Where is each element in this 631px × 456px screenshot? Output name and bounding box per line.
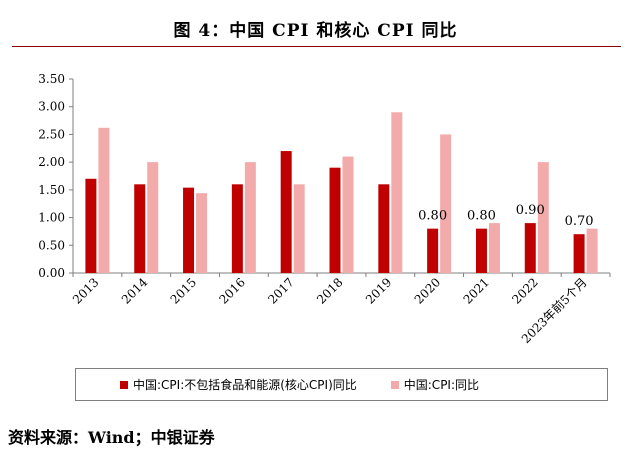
bar-cpi (488, 223, 500, 273)
title-rule (12, 46, 621, 47)
y-tick-label: 0.00 (38, 266, 65, 280)
legend-item-cpi: 中国:CPI:同比 (390, 376, 480, 393)
y-tick-label: 1.50 (38, 183, 65, 197)
bar-cpi (147, 162, 159, 273)
bar-cpi (391, 112, 403, 273)
bar-core-cpi (378, 184, 390, 273)
x-tick-label: 2014 (119, 275, 151, 307)
bar-core-cpi (329, 167, 341, 273)
y-tick-label: 2.50 (38, 127, 65, 141)
data-label: 0.80 (418, 209, 447, 224)
y-tick-label: 3.00 (38, 100, 65, 114)
bar-core-cpi (475, 228, 487, 273)
chart-title: 图 4：中国 CPI 和核心 CPI 同比 (173, 21, 458, 41)
legend-swatch-core (120, 380, 128, 389)
data-label: 0.80 (467, 209, 496, 224)
bar-core-cpi (231, 184, 243, 273)
y-tick-label: 2.00 (38, 155, 65, 169)
x-tick-label: 2015 (168, 275, 199, 306)
legend: 中国:CPI:不包括食品和能源(核心CPI)同比 中国:CPI:同比 (75, 368, 608, 401)
x-tick-label: 2021 (461, 275, 492, 306)
legend-item-core: 中国:CPI:不包括食品和能源(核心CPI)同比 (120, 376, 357, 393)
legend-label-cpi: 中国:CPI:同比 (403, 378, 480, 392)
bar-core-cpi (524, 223, 536, 273)
y-tick-label: 3.50 (38, 72, 65, 86)
y-tick-label: 0.50 (38, 238, 65, 252)
data-label: 0.70 (565, 214, 594, 229)
bar-core-cpi (280, 151, 292, 273)
legend-label-core: 中国:CPI:不包括食品和能源(核心CPI)同比 (133, 378, 357, 392)
bar-cpi (440, 134, 452, 273)
bar-core-cpi (427, 228, 439, 273)
x-tick-label: 2013 (70, 275, 101, 306)
y-tick-label: 1.00 (38, 211, 65, 225)
bar-cpi (244, 162, 256, 273)
x-tick-label: 2020 (412, 275, 443, 306)
bar-core-cpi (573, 234, 585, 273)
legend-swatch-cpi (390, 380, 399, 389)
bar-core-cpi (85, 178, 97, 273)
bar-cpi (586, 228, 598, 273)
bar-cpi (342, 156, 354, 273)
x-tick-label: 2016 (216, 275, 247, 306)
bar-cpi (196, 193, 208, 273)
bar-cpi (293, 184, 305, 273)
bar-core-cpi (134, 184, 146, 273)
x-tick-label: 2017 (265, 275, 296, 306)
data-label: 0.90 (516, 203, 545, 218)
source-note: 资料来源：Wind；中银证券 (8, 428, 215, 447)
x-tick-label: 2019 (363, 275, 394, 306)
bar-core-cpi (183, 187, 195, 273)
bar-cpi (537, 162, 549, 273)
x-tick-label: 2022 (509, 275, 540, 306)
x-tick-label: 2018 (314, 275, 345, 306)
bar-cpi (98, 127, 110, 273)
